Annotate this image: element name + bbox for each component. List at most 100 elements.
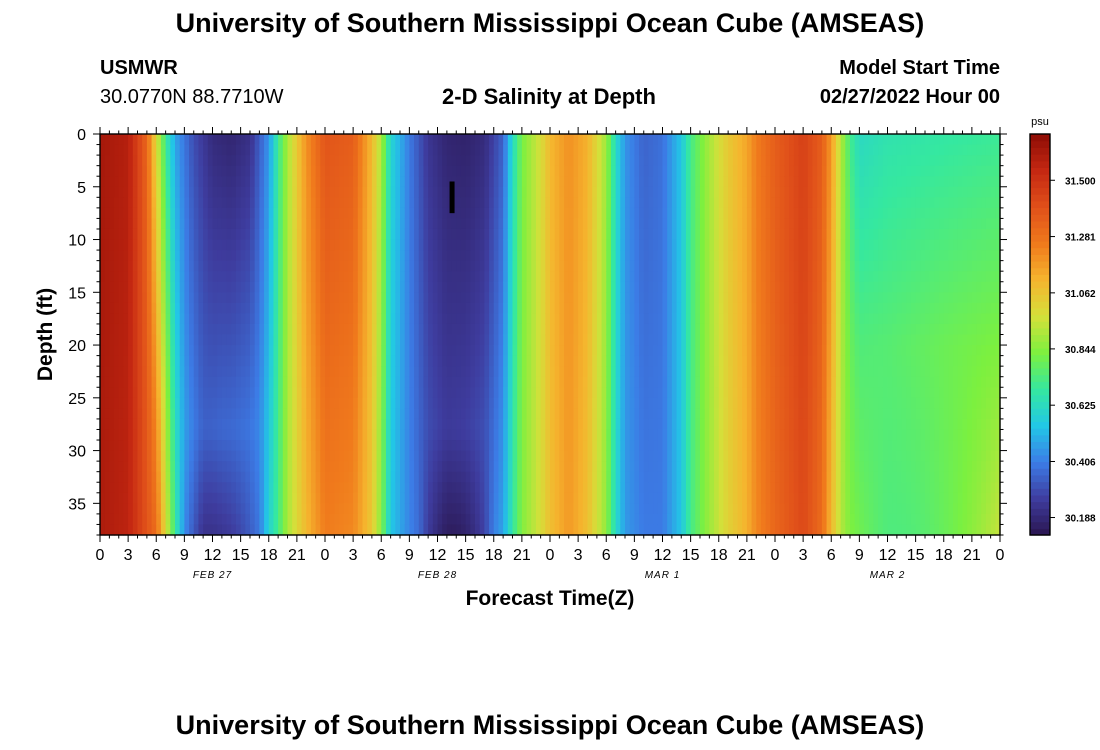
heatmap-cell [207, 503, 214, 515]
heatmap-cell [301, 355, 307, 367]
heatmap-cell [446, 418, 453, 431]
heatmap-cell [601, 471, 607, 483]
heatmap-cell [165, 165, 171, 177]
heatmap-cell [343, 323, 350, 336]
heatmap-cell [662, 250, 668, 262]
heatmap-cell [446, 134, 453, 146]
heatmap-cell [390, 144, 396, 156]
heatmap-cell [629, 524, 635, 536]
heatmap-cell [578, 503, 584, 515]
heatmap-cell [193, 260, 200, 272]
heatmap-cell [568, 176, 575, 188]
heatmap-cell [259, 207, 265, 220]
heatmap-cell [132, 482, 139, 494]
heatmap-cell [643, 429, 650, 441]
heatmap-cell [282, 207, 289, 220]
heatmap-cell [498, 228, 504, 241]
heatmap-cell [610, 250, 617, 262]
heatmap-cell [385, 376, 392, 388]
heatmap-cell [339, 513, 345, 526]
heatmap-cell [526, 355, 532, 367]
heatmap-cell [390, 292, 396, 304]
heatmap-cell [381, 471, 387, 483]
heatmap-cell [526, 260, 532, 272]
heatmap-cell [184, 492, 190, 504]
heatmap-cell [610, 450, 617, 462]
heatmap-cell [606, 429, 612, 441]
heatmap-cell [390, 260, 396, 272]
heatmap-cell [400, 345, 406, 357]
heatmap-cell [137, 250, 143, 262]
heatmap-cell [221, 503, 228, 515]
heatmap-cell [625, 513, 631, 526]
heatmap-cell [484, 176, 490, 188]
heatmap-cell [512, 503, 518, 515]
heatmap-cell [357, 387, 364, 399]
heatmap-cell [676, 323, 682, 336]
heatmap-cell [207, 323, 214, 336]
heatmap-cell [451, 524, 457, 536]
heatmap-cell [428, 207, 434, 220]
heatmap-cell [245, 207, 251, 220]
heatmap-cell [226, 271, 232, 283]
heatmap-cell [240, 345, 246, 357]
heatmap-cell [175, 387, 181, 399]
heatmap-cell [428, 524, 434, 536]
heatmap-cell [451, 461, 457, 473]
heatmap-cell [203, 440, 209, 452]
heatmap-cell [657, 302, 664, 314]
heatmap-cell [264, 155, 270, 167]
heatmap-cell [390, 471, 396, 483]
heatmap-cell [235, 144, 242, 156]
heatmap-cell [667, 429, 673, 441]
heatmap-cell [634, 228, 640, 241]
heatmap-cell [109, 313, 115, 325]
heatmap-cell [385, 144, 392, 156]
heatmap-cell [315, 281, 321, 293]
heatmap-cell [381, 513, 387, 526]
heatmap-cell [334, 482, 340, 494]
heatmap-cell [240, 218, 246, 230]
heatmap-cell [610, 461, 617, 473]
heatmap-cell [179, 134, 185, 146]
heatmap-cell [100, 144, 106, 156]
heatmap-cell [273, 250, 279, 262]
heatmap-cell [423, 228, 429, 241]
heatmap-cell [325, 281, 331, 293]
heatmap-cell [484, 197, 490, 209]
heatmap-cell [348, 313, 354, 325]
heatmap-cell [362, 228, 368, 241]
heatmap-cell [189, 271, 195, 283]
heatmap-cell [470, 355, 476, 367]
heatmap-cell [648, 176, 654, 188]
heatmap-cell [681, 186, 687, 198]
heatmap-cell [662, 334, 668, 346]
heatmap-cell [240, 281, 246, 293]
heatmap-cell [367, 492, 373, 504]
heatmap-cell [193, 281, 200, 293]
heatmap-cell [629, 513, 635, 526]
heatmap-cell [470, 186, 476, 198]
heatmap-cell [634, 503, 640, 515]
heatmap-cell [132, 165, 139, 177]
heatmap-cell [681, 471, 687, 483]
heatmap-cell [643, 503, 650, 515]
heatmap-cell [353, 492, 359, 504]
heatmap-cell [606, 482, 612, 494]
heatmap-cell [245, 218, 251, 230]
heatmap-cell [353, 345, 359, 357]
heatmap-cell [292, 239, 298, 251]
heatmap-cell [301, 144, 307, 156]
heatmap-cell [681, 144, 687, 156]
heatmap-cell [231, 366, 237, 378]
heatmap-cell [226, 292, 232, 304]
heatmap-cell [282, 176, 289, 188]
heatmap-cell [198, 323, 204, 336]
heatmap-cell [465, 281, 471, 293]
heatmap-cell [507, 197, 514, 209]
heatmap-cell [343, 429, 350, 441]
heatmap-cell [376, 313, 382, 325]
heatmap-cell [409, 524, 415, 536]
heatmap-cell [685, 176, 692, 188]
heatmap-cell [446, 197, 453, 209]
